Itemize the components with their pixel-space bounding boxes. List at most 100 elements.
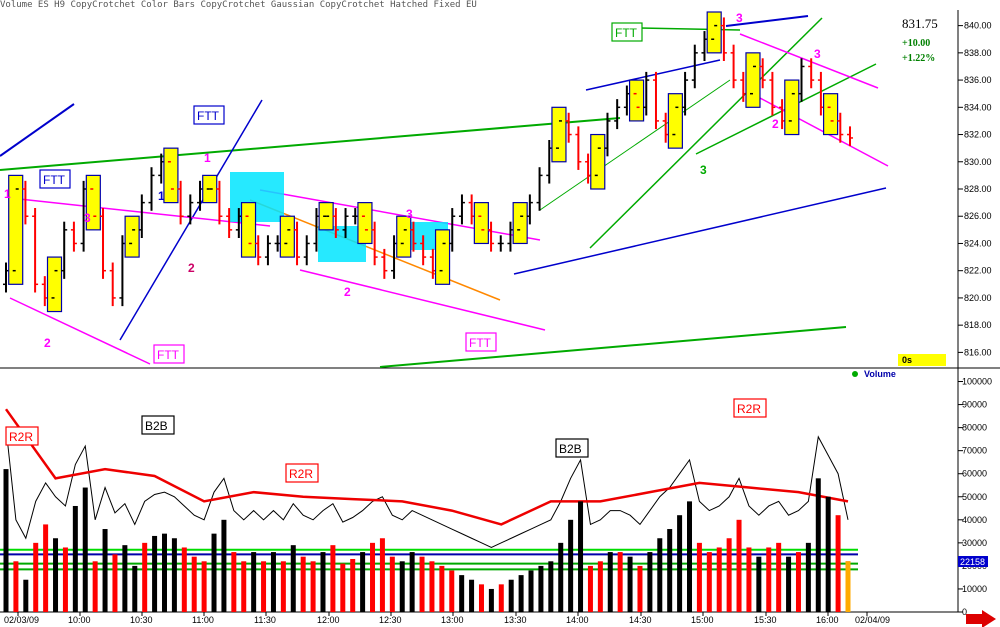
candle-highlight-box — [745, 52, 761, 108]
volume-tick-label: 40000 — [962, 515, 987, 525]
volume-bar — [152, 535, 158, 612]
volume-bar — [667, 529, 673, 612]
wave-number: 3 — [84, 211, 91, 225]
price-tick-label: 816.00 — [964, 347, 992, 357]
candle-highlight-box — [85, 174, 101, 231]
wave-number: 3 — [736, 11, 743, 25]
candle-highlight-box — [667, 93, 683, 149]
volume-bar — [815, 478, 821, 612]
channel-lines — [0, 15, 889, 368]
last-price: 831.75 — [902, 16, 938, 31]
channel-line — [739, 33, 879, 89]
volume-bar — [498, 584, 504, 612]
volume-bar — [62, 547, 68, 612]
candle-highlight-box — [473, 202, 489, 245]
time-label: 12:30 — [379, 615, 402, 625]
time-label: 14:30 — [629, 615, 652, 625]
volume-bar — [33, 542, 39, 612]
price-tick-label: 828.00 — [964, 184, 992, 194]
wave-number: 3 — [814, 47, 821, 61]
price-tick-label: 832.00 — [964, 130, 992, 140]
volume-bar — [181, 547, 187, 612]
channel-line — [513, 187, 887, 275]
volume-bar — [112, 554, 118, 612]
volume-bar — [350, 558, 356, 612]
price-tick-label: 838.00 — [964, 48, 992, 58]
volume-bar — [43, 524, 49, 612]
wave-number: 3 — [700, 163, 707, 177]
volume-bar — [251, 552, 257, 612]
volume-bar — [429, 561, 435, 612]
volume-bar — [607, 552, 613, 612]
candle-highlight-box — [279, 215, 295, 258]
candle-highlight-box — [434, 229, 451, 285]
volume-bar — [399, 561, 405, 612]
channel-line — [9, 297, 151, 365]
candle-highlight-box — [822, 93, 839, 136]
volume-bar — [261, 561, 267, 612]
scroll-right-arrow-icon[interactable] — [966, 610, 996, 627]
price-change: +10.00 — [902, 38, 930, 49]
wave-number: 2 — [188, 261, 195, 275]
candle-highlight-box — [124, 215, 140, 258]
volume-badge-bg — [958, 556, 988, 567]
volume-bar — [657, 538, 663, 612]
volume-bar — [320, 552, 326, 612]
volume-bar — [706, 552, 712, 612]
time-label: 16:00 — [816, 615, 839, 625]
price-tick-label: 836.00 — [964, 75, 992, 85]
price-tick-label: 830.00 — [964, 157, 992, 167]
volume-callout-box — [733, 398, 767, 418]
volume-bar — [548, 561, 554, 612]
volume-bar — [409, 552, 415, 612]
candle-highlight-box — [396, 215, 412, 258]
volume-bar — [716, 547, 722, 612]
volume-bar — [389, 556, 395, 612]
volume-bar-current — [845, 561, 851, 612]
volume-bar — [449, 570, 455, 612]
volume-legend: Volume — [864, 369, 896, 379]
volume-bar — [122, 545, 128, 612]
volume-bar — [310, 561, 316, 612]
price-tick-label: 822.00 — [964, 266, 992, 276]
time-label: 11:30 — [254, 615, 276, 625]
volume-bar — [805, 542, 811, 612]
volume-bar — [280, 561, 286, 612]
volume-bar — [677, 515, 683, 612]
volume-callout-label: B2B — [145, 419, 168, 433]
channel-line — [299, 269, 546, 331]
ftt-callout-box — [465, 332, 497, 352]
candle-highlight-box — [163, 147, 179, 204]
wave-number: 3 — [406, 207, 413, 221]
callouts: FTT FTT FTT FTT FTT R2R B2B R2R B2B R2R 1 2 3 1 2 3 2 3 3 1… — [4, 11, 821, 483]
ftt-callout-label: FTT — [197, 109, 220, 123]
wave-number: 2 — [772, 117, 779, 131]
time-label: 13:00 — [441, 615, 464, 625]
volume-bar — [518, 575, 524, 612]
volume-bar — [478, 584, 484, 612]
volume-bar — [766, 547, 772, 612]
wave-number: 1 — [4, 187, 11, 201]
volume-tick-label: 90000 — [962, 400, 987, 410]
time-label: 14:00 — [566, 615, 589, 625]
price-tick-label: 840.00 — [964, 21, 992, 31]
ftt-callout-box — [39, 169, 71, 189]
channel-line — [725, 15, 809, 27]
price-candles — [3, 11, 853, 313]
time-label: 15:00 — [691, 615, 714, 625]
volume-bar — [171, 538, 177, 612]
volume-bar — [72, 505, 78, 612]
channel-line — [0, 117, 621, 171]
time-label: 13:30 — [504, 615, 527, 625]
volume-bar — [835, 515, 841, 612]
volume-wave-major — [4, 408, 849, 526]
wave-number: 1 — [204, 151, 211, 165]
candle-highlight-box — [512, 202, 528, 245]
volume-bar — [340, 563, 346, 612]
volume-callout-box — [555, 438, 589, 458]
wave-number: 2 — [344, 285, 351, 299]
volume-bar — [627, 556, 633, 612]
volume-callout-label: B2B — [559, 442, 582, 456]
price-tick-label: 818.00 — [964, 320, 992, 330]
volume-bar — [370, 542, 376, 612]
